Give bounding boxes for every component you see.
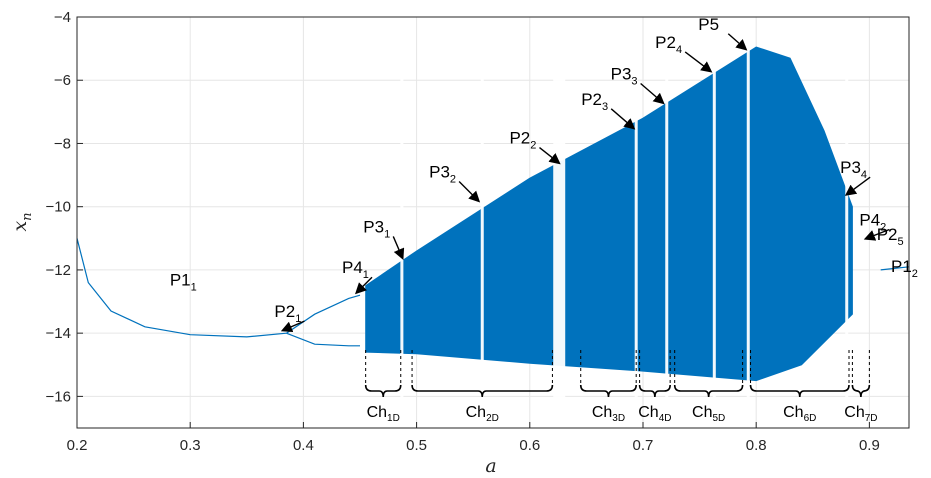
- x-tick-label: 0.4: [293, 437, 314, 454]
- annotation-arrow: [280, 320, 305, 332]
- periodic-window: [845, 17, 849, 428]
- y-tick-label: −8: [54, 135, 71, 152]
- annotation-label: P31: [363, 217, 390, 240]
- annotation-label: P41: [342, 258, 369, 281]
- annotation-label: P21: [274, 302, 301, 325]
- periodic-window: [634, 17, 638, 428]
- plot-data: [76, 17, 910, 428]
- interval-label: Ch7D: [844, 404, 877, 424]
- y-tick-label: −4: [54, 9, 71, 26]
- annotation-label: P42: [859, 210, 886, 233]
- periodic-window: [400, 17, 404, 428]
- interval-label: Ch5D: [692, 404, 725, 424]
- periodic-window: [665, 17, 669, 428]
- y-tick-label: −16: [46, 388, 71, 405]
- annotation-label: P11: [170, 271, 197, 294]
- annotation-arrow: [863, 228, 890, 241]
- y-axis-label: xn: [9, 212, 35, 231]
- period1-right-branch: [880, 266, 910, 271]
- annotation-label: P23: [581, 90, 608, 113]
- x-tick-label: 0.7: [633, 437, 654, 454]
- annotation-label: P33: [611, 65, 638, 88]
- interval-brace: [749, 384, 850, 398]
- y-tick-label: −14: [46, 325, 71, 342]
- annotation-arrow: [640, 82, 665, 105]
- period2-upper-branch: [286, 294, 361, 334]
- annotation-arrow: [355, 276, 373, 295]
- interval-brace: [673, 384, 744, 398]
- annotation-label: P24: [655, 33, 682, 56]
- interval-brace: [851, 384, 871, 398]
- annotation-arrow: [610, 108, 636, 130]
- y-tick-label: −6: [54, 72, 71, 89]
- x-tick-label: 0.6: [519, 437, 540, 454]
- plot-border: [76, 16, 910, 429]
- x-tick-label: 0.9: [859, 437, 880, 454]
- axes-frame: [76, 16, 910, 429]
- interval-brace: [364, 384, 402, 398]
- interval-brace: [411, 384, 554, 398]
- annotation-arrow: [844, 176, 871, 196]
- annotation-label: P12: [891, 257, 918, 280]
- interval-label: Ch2D: [466, 404, 499, 424]
- annotation-arrow: [727, 33, 748, 51]
- annotation-arrow: [392, 236, 405, 261]
- periodic-window: [553, 17, 566, 428]
- annotation-label: P22: [509, 129, 536, 152]
- annotation-label: P32: [429, 163, 456, 186]
- x-tick-label: 0.3: [180, 437, 201, 454]
- interval-brace: [579, 384, 637, 398]
- svg-text:xn: xn: [9, 212, 35, 231]
- periodic-window: [746, 17, 750, 428]
- annotation-label: P5: [698, 15, 719, 34]
- period2-lower-branch: [286, 332, 360, 347]
- annotation-label: P25: [877, 225, 904, 248]
- annotation-arrow: [539, 147, 561, 165]
- chaotic-region: [365, 46, 853, 382]
- x-tick-label: 0.2: [67, 437, 88, 454]
- annotation-arrow: [458, 181, 481, 203]
- axis-ticks: 0.2 0.3 0.4 0.5 0.6 0.7 0.8 0.9 −16 −14 −12 −10 −8 −6…: [46, 9, 880, 454]
- interval-label: Ch4D: [638, 404, 671, 424]
- interval-brace: [638, 384, 671, 398]
- periodic-window: [712, 17, 716, 428]
- x-tick-label: 0.5: [406, 437, 427, 454]
- periodic-window: [480, 17, 484, 428]
- x-axis-label: a: [485, 455, 496, 477]
- y-tick-label: −12: [46, 262, 71, 279]
- chaotic-intervals: Ch1D Ch2D Ch3D Ch4D Ch5D Ch6D Ch7D: [364, 350, 878, 424]
- period1-branch: [76, 238, 287, 338]
- annotation-label: P34: [840, 158, 867, 181]
- annotation-arrow: [684, 51, 713, 73]
- interval-label: Ch3D: [592, 404, 625, 424]
- x-tick-label: 0.8: [746, 437, 767, 454]
- interval-label: Ch6D: [783, 404, 816, 424]
- y-tick-label: −10: [46, 199, 71, 216]
- interval-label: Ch1D: [367, 404, 400, 424]
